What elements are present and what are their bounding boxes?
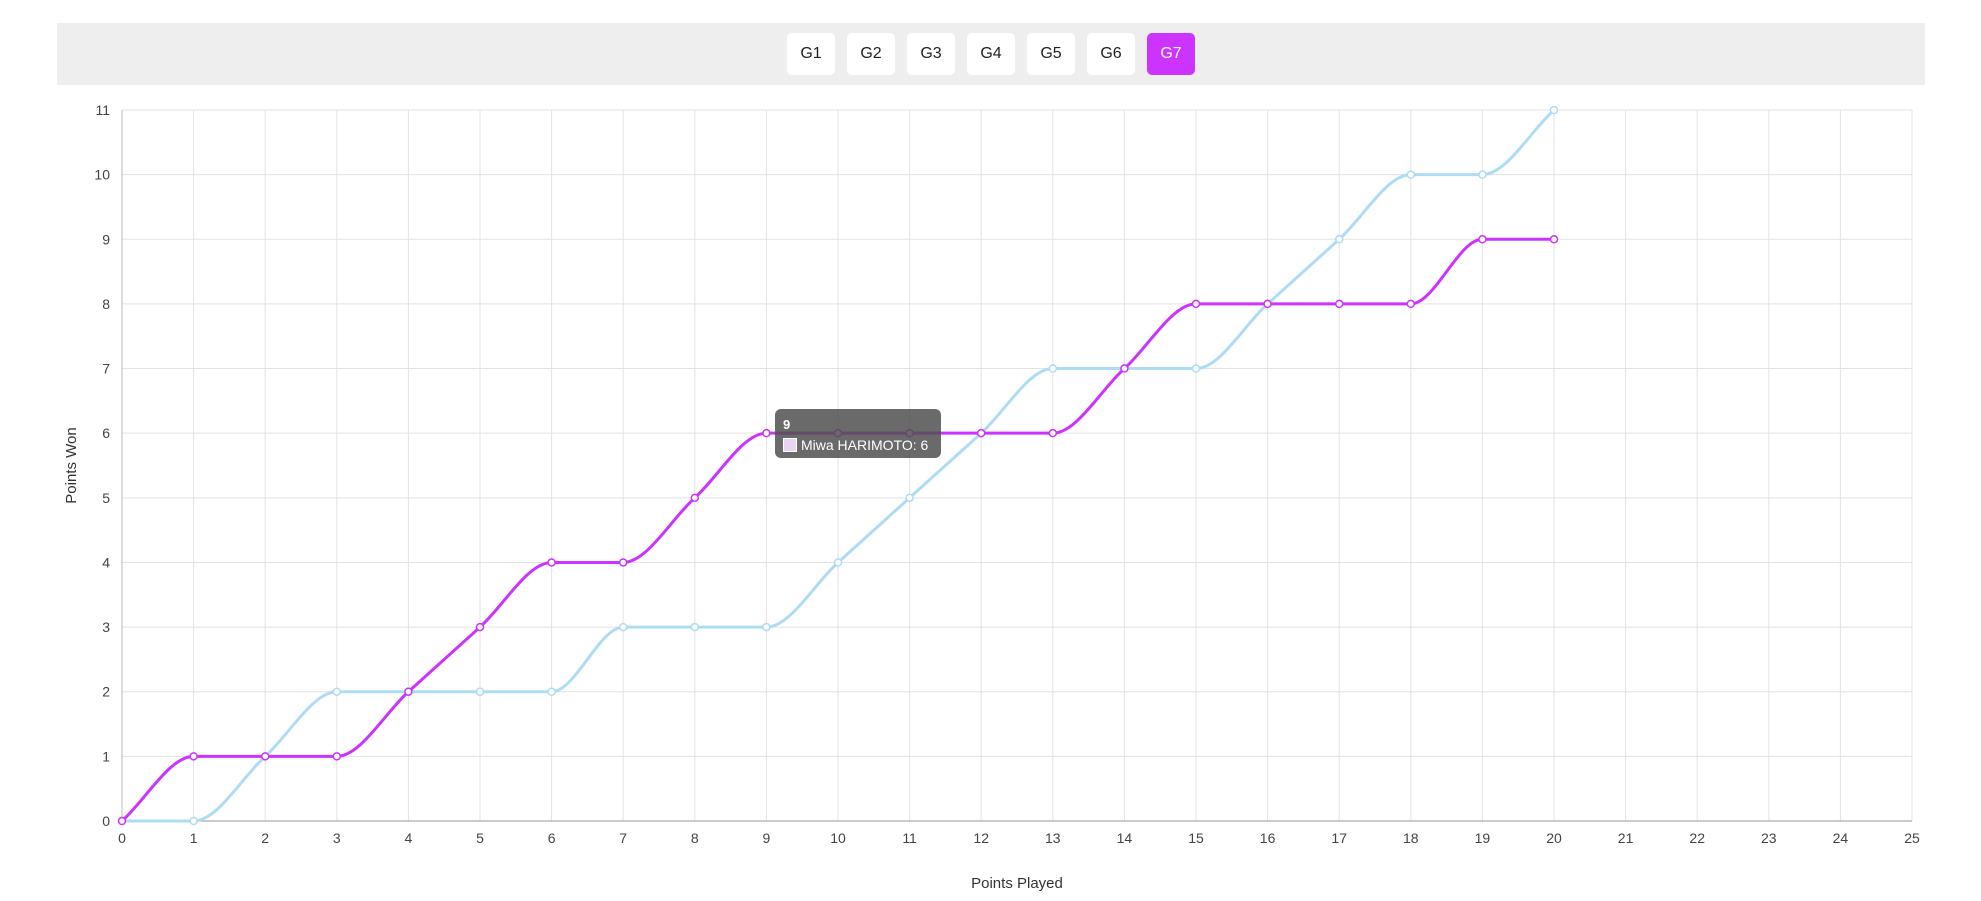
series-2-point (618, 622, 628, 632)
series-2-point (1334, 235, 1344, 244)
x-tick-label: 24 (1833, 830, 1849, 846)
x-tick-label: 4 (405, 830, 413, 846)
game-tab-g6[interactable]: G6 (1087, 33, 1135, 75)
series-2-point (1048, 364, 1058, 373)
x-tick-label: 6 (548, 830, 556, 846)
x-tick-label: 9 (763, 830, 771, 846)
x-tick-label: 25 (1904, 830, 1920, 846)
x-tick-label: 23 (1761, 830, 1777, 846)
series-1-point (1263, 299, 1272, 309)
series-1-point (404, 687, 413, 696)
x-tick-label: 18 (1403, 830, 1419, 846)
game-tab-group: G1 G2 G3 G4 G5 G6 G7 (57, 33, 1925, 75)
series-2-point (690, 622, 700, 632)
x-tick-label: 2 (261, 830, 269, 846)
x-tick-label: 19 (1475, 830, 1491, 846)
x-axis-title: Points Played (971, 875, 1063, 892)
series-2-point (1478, 170, 1487, 179)
game-tab-g2[interactable]: G2 (847, 33, 895, 75)
y-axis-title: Points Won (63, 427, 80, 503)
y-tick-label: 0 (102, 813, 110, 829)
series-2-point (905, 493, 914, 503)
series-1-point (690, 493, 700, 503)
series-1-point (1478, 235, 1487, 244)
y-tick-label: 7 (102, 361, 110, 377)
tooltip-swatch-icon (783, 438, 797, 452)
x-tick-label: 11 (902, 830, 917, 846)
series-1-point (1406, 299, 1416, 309)
y-tick-label: 10 (94, 167, 110, 183)
tooltip-row: Miwa HARIMOTO: 6 (783, 435, 933, 455)
x-tick-label: 22 (1689, 830, 1705, 846)
series-2-point (332, 687, 342, 696)
series-1-point (1549, 235, 1559, 244)
x-tick-label: 0 (118, 830, 126, 846)
game-tab-g5[interactable]: G5 (1027, 33, 1075, 75)
game-tab-g4[interactable]: G4 (967, 33, 1015, 75)
series-1-point (1048, 428, 1058, 438)
x-tick-label: 10 (830, 830, 846, 846)
tooltip-title: 9 (783, 417, 791, 432)
game-selector-bar: G1 G2 G3 G4 G5 G6 G7 (57, 23, 1925, 85)
chart-tooltip: 9 Miwa HARIMOTO: 6 (775, 409, 941, 458)
series-1-point (189, 752, 198, 761)
series-1-point (976, 428, 986, 438)
series-2-point (1191, 364, 1201, 373)
y-tick-label: 8 (102, 296, 110, 312)
series-1-point (1191, 299, 1201, 309)
x-tick-label: 1 (190, 830, 198, 846)
series-2-point (189, 816, 198, 826)
series-2-point (1549, 105, 1559, 115)
series-1-point (762, 428, 771, 438)
series-1-point (475, 622, 485, 632)
series-2-line (122, 108, 1556, 823)
x-tick-label: 8 (691, 830, 699, 846)
x-tick-label: 14 (1117, 830, 1133, 846)
y-tick-label: 1 (102, 748, 110, 764)
game-tab-g1[interactable]: G1 (787, 33, 835, 75)
x-tick-label: 12 (973, 830, 989, 846)
series-2-point (1406, 170, 1416, 179)
series-1-point (1120, 364, 1129, 373)
series-1-point (1334, 299, 1344, 309)
series-1-point (332, 752, 342, 761)
y-tick-label: 9 (102, 231, 110, 247)
series-1-point (260, 752, 270, 761)
x-tick-label: 20 (1546, 830, 1562, 846)
game-tab-g3[interactable]: G3 (907, 33, 955, 75)
x-tick-label: 3 (333, 830, 341, 846)
x-tick-label: 21 (1618, 830, 1634, 846)
y-tick-label: 11 (95, 102, 110, 118)
series-2-point (833, 558, 843, 567)
x-tick-label: 15 (1188, 830, 1204, 846)
x-tick-label: 13 (1045, 830, 1061, 846)
x-tick-label: 16 (1260, 830, 1276, 846)
series-2-point (547, 687, 556, 696)
series-1-point (618, 558, 628, 567)
tooltip-label: Miwa HARIMOTO: 6 (801, 437, 929, 453)
series-1-point (117, 816, 127, 826)
y-tick-label: 4 (102, 554, 110, 570)
y-tick-label: 5 (102, 490, 110, 506)
game-tab-g7[interactable]: G7 (1147, 33, 1195, 75)
x-tick-label: 17 (1331, 830, 1347, 846)
y-tick-label: 2 (102, 684, 110, 700)
x-tick-label: 5 (476, 830, 484, 846)
y-tick-label: 3 (102, 619, 110, 635)
y-tick-label: 6 (102, 425, 110, 441)
series-2-point (475, 687, 485, 696)
x-tick-label: 7 (619, 830, 627, 846)
series-1-point (547, 558, 556, 567)
series-2-point (762, 622, 771, 632)
